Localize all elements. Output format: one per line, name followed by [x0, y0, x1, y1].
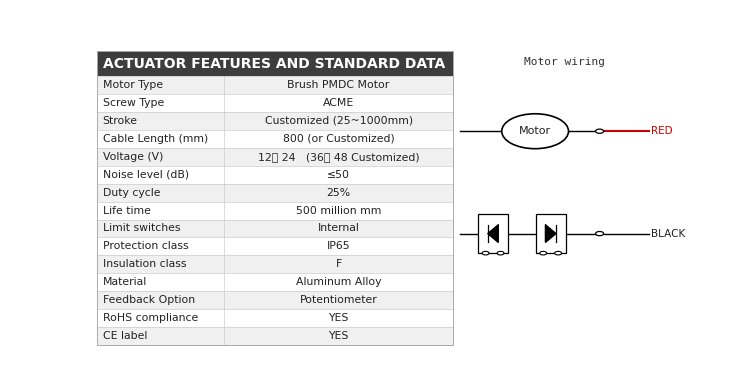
Text: Life time: Life time — [103, 206, 151, 215]
Text: ACME: ACME — [323, 98, 354, 108]
Text: YES: YES — [328, 331, 348, 341]
Text: Duty cycle: Duty cycle — [103, 188, 160, 197]
Text: Motor Type: Motor Type — [103, 80, 163, 90]
FancyBboxPatch shape — [97, 76, 453, 94]
Text: IP65: IP65 — [327, 241, 351, 251]
Text: Feedback Option: Feedback Option — [103, 295, 195, 305]
Circle shape — [555, 251, 562, 255]
Text: Screw Type: Screw Type — [103, 98, 164, 108]
Text: RED: RED — [651, 126, 672, 136]
Text: 800 (or Customized): 800 (or Customized) — [282, 134, 395, 144]
FancyBboxPatch shape — [97, 237, 453, 255]
FancyBboxPatch shape — [97, 148, 453, 166]
Circle shape — [502, 114, 568, 149]
Text: YES: YES — [328, 313, 348, 323]
Text: Insulation class: Insulation class — [103, 259, 186, 269]
Text: Noise level (dB): Noise level (dB) — [103, 170, 189, 180]
Text: Material: Material — [103, 277, 147, 287]
Text: 500 million mm: 500 million mm — [296, 206, 381, 215]
Text: Cable Length (mm): Cable Length (mm) — [103, 134, 208, 144]
Text: CE label: CE label — [103, 331, 147, 341]
Text: 12、 24   (36、 48 Customized): 12、 24 (36、 48 Customized) — [258, 152, 419, 162]
Polygon shape — [545, 225, 556, 242]
FancyBboxPatch shape — [536, 214, 565, 253]
FancyBboxPatch shape — [97, 327, 453, 345]
Polygon shape — [488, 225, 499, 242]
Text: Stroke: Stroke — [103, 116, 137, 126]
Text: Motor: Motor — [519, 126, 551, 136]
Text: Potentiometer: Potentiometer — [299, 295, 377, 305]
FancyBboxPatch shape — [97, 291, 453, 309]
Text: F: F — [335, 259, 342, 269]
FancyBboxPatch shape — [97, 309, 453, 327]
Text: Aluminum Alloy: Aluminum Alloy — [296, 277, 381, 287]
Text: ACTUATOR FEATURES AND STANDARD DATA: ACTUATOR FEATURES AND STANDARD DATA — [103, 57, 446, 71]
FancyBboxPatch shape — [97, 184, 453, 202]
Text: Customized (25~1000mm): Customized (25~1000mm) — [265, 116, 412, 126]
FancyBboxPatch shape — [97, 273, 453, 291]
FancyBboxPatch shape — [97, 94, 453, 112]
FancyBboxPatch shape — [97, 130, 453, 148]
Circle shape — [596, 129, 603, 133]
FancyBboxPatch shape — [97, 52, 453, 76]
FancyBboxPatch shape — [97, 202, 453, 219]
Text: Limit switches: Limit switches — [103, 224, 180, 233]
Circle shape — [482, 251, 489, 255]
Text: Protection class: Protection class — [103, 241, 188, 251]
Text: RoHS compliance: RoHS compliance — [103, 313, 198, 323]
Text: Brush PMDC Motor: Brush PMDC Motor — [288, 80, 389, 90]
Text: Voltage (V): Voltage (V) — [103, 152, 163, 162]
Text: ≤50: ≤50 — [327, 170, 350, 180]
Circle shape — [497, 251, 504, 255]
FancyBboxPatch shape — [97, 166, 453, 184]
FancyBboxPatch shape — [97, 255, 453, 273]
Circle shape — [596, 231, 603, 236]
FancyBboxPatch shape — [97, 219, 453, 237]
Circle shape — [539, 251, 547, 255]
Text: Internal: Internal — [318, 224, 360, 233]
FancyBboxPatch shape — [97, 112, 453, 130]
Text: Motor wiring: Motor wiring — [524, 57, 605, 68]
Text: 25%: 25% — [326, 188, 351, 197]
Text: BLACK: BLACK — [651, 229, 685, 239]
FancyBboxPatch shape — [478, 214, 508, 253]
